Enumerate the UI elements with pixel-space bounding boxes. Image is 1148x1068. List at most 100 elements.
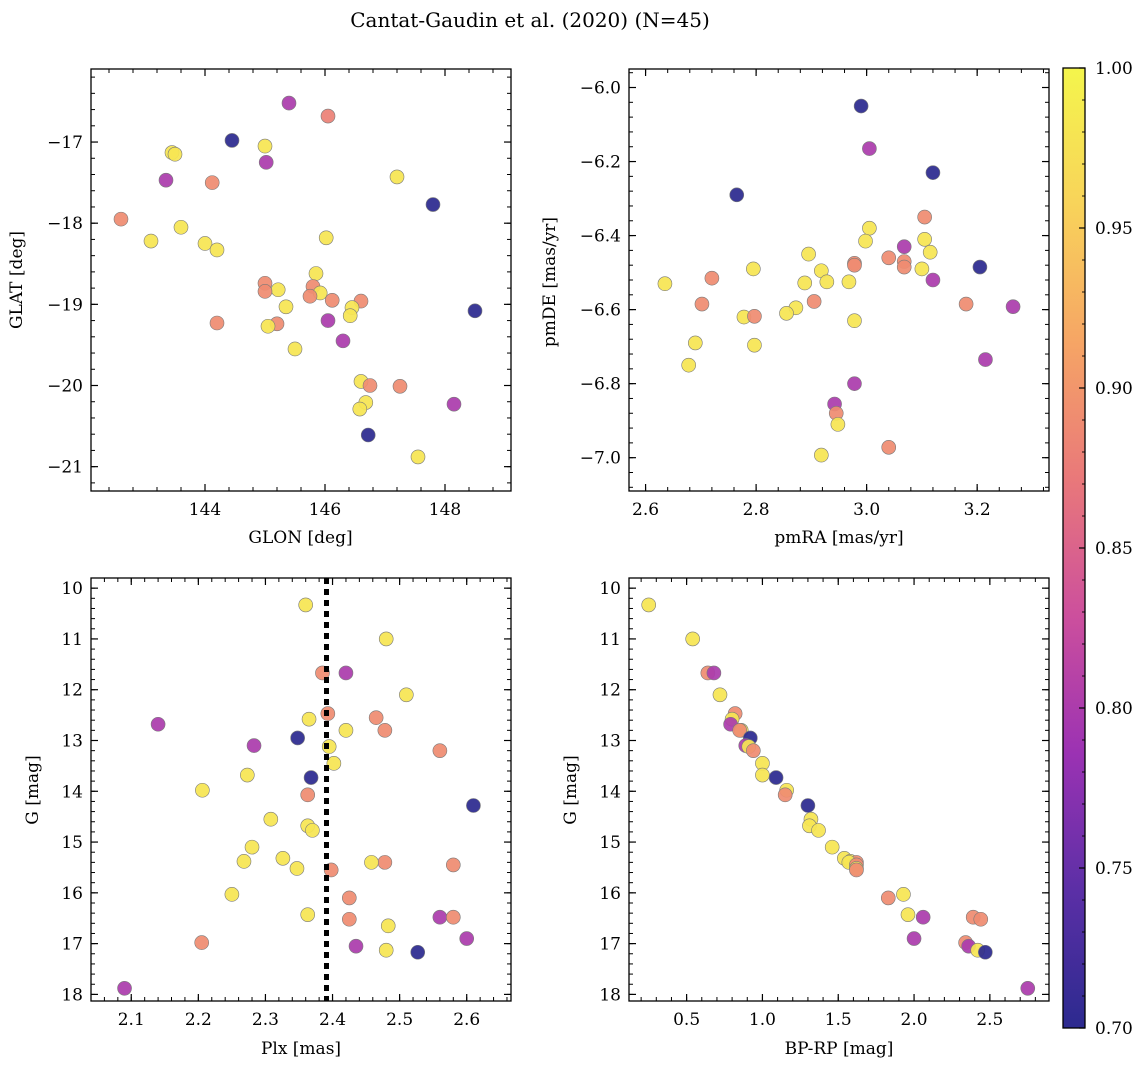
bprp-g-point bbox=[768, 770, 784, 785]
glon-glat-xtick-label: 144 bbox=[189, 500, 221, 520]
plx-g-point bbox=[368, 710, 384, 725]
pmra-pmde-point bbox=[896, 259, 912, 275]
glon-glat-point bbox=[257, 138, 273, 154]
bprp-g-point bbox=[732, 723, 747, 738]
plx-g-point bbox=[364, 855, 379, 870]
colorbar-tick-label: 0.70 bbox=[1095, 1019, 1133, 1039]
glon-glat-ytick-label: −19 bbox=[47, 295, 83, 315]
glon-glat-ytick-label: −18 bbox=[47, 214, 83, 234]
bprp-g-xtick-label: 0.5 bbox=[673, 1010, 700, 1030]
bprp-g-ytick-label: 15 bbox=[599, 833, 621, 853]
bprp-g-point bbox=[849, 862, 864, 878]
glon-glat-point bbox=[308, 266, 324, 281]
pmra-pmde-point bbox=[747, 308, 762, 324]
pmra-pmde-point bbox=[917, 209, 932, 225]
bprp-g-point bbox=[978, 944, 993, 960]
plx-g-xtick-label: 2.2 bbox=[185, 1010, 212, 1030]
glon-glat-point bbox=[392, 379, 408, 394]
plx-g-point bbox=[377, 723, 393, 738]
pmra-pmde-point bbox=[958, 296, 974, 312]
glon-glat-point bbox=[446, 396, 462, 412]
colorbar-tick-label: 0.90 bbox=[1095, 379, 1133, 399]
glon-glat-point bbox=[320, 313, 336, 328]
plx-g-point bbox=[195, 782, 210, 798]
plx-g-point bbox=[338, 665, 354, 681]
glon-glat-point bbox=[302, 288, 318, 304]
pmra-pmde-point bbox=[853, 98, 869, 114]
plx-g-point bbox=[338, 723, 354, 738]
pmra-pmde-point bbox=[896, 239, 912, 254]
plx-g-ytick-label: 12 bbox=[61, 681, 83, 701]
bprp-g-point bbox=[915, 909, 931, 925]
glon-glat-point bbox=[258, 155, 274, 170]
bprp-g-xlabel: BP-RP [mag] bbox=[785, 1039, 894, 1059]
plx-g-point bbox=[263, 811, 279, 827]
pmra-pmde-ytick-label: −6.2 bbox=[580, 153, 621, 173]
bprp-g-point bbox=[900, 907, 916, 922]
pmra-pmde-point bbox=[779, 306, 794, 321]
plx-g-point bbox=[466, 798, 481, 813]
plx-g-point bbox=[303, 770, 319, 785]
bprp-g-point bbox=[1020, 981, 1036, 996]
glon-glat-xtick-label: 148 bbox=[429, 500, 461, 520]
glon-glat-point bbox=[209, 315, 225, 331]
plx-g-point bbox=[300, 787, 316, 803]
plx-g-xtick-label: 2.4 bbox=[319, 1010, 346, 1030]
plx-g-panel: Plx [mas] G [mag] 2.1 2.2 2.3 2.4 2.5 2.6 10 11… bbox=[23, 577, 512, 1059]
colorbar: 0.70 0.75 0.80 0.85 0.90 0.95 1.00 bbox=[1062, 59, 1133, 1039]
glon-glat-point bbox=[410, 449, 426, 465]
pmra-pmde-point bbox=[694, 296, 710, 312]
plx-g-point bbox=[224, 887, 240, 902]
glon-glat-point bbox=[467, 303, 483, 319]
glon-glat-point bbox=[335, 333, 351, 349]
plx-g-xtick-label: 2.3 bbox=[252, 1010, 279, 1030]
pmra-pmde-point bbox=[657, 276, 673, 292]
pmra-pmde-xtick-label: 2.8 bbox=[743, 500, 770, 520]
plx-g-xtick-label: 2.1 bbox=[118, 1010, 145, 1030]
glon-glat-point bbox=[389, 169, 405, 185]
pmra-pmde-point bbox=[847, 313, 862, 329]
plx-g-point bbox=[342, 911, 357, 927]
pmra-pmde-point bbox=[819, 274, 835, 290]
glon-glat-point bbox=[143, 233, 159, 249]
glon-glat-ytick-label: −20 bbox=[47, 377, 83, 397]
pmra-pmde-panel: pmRA [mas/yr] pmDE [mas/yr] 2.6 2.8 3.0 3.2… bbox=[540, 68, 1050, 548]
bprp-g-point bbox=[641, 597, 657, 613]
pmra-pmde-ylabel: pmDE [mas/yr] bbox=[540, 217, 560, 347]
glon-glat-point bbox=[281, 95, 297, 111]
plx-g-ytick-label: 14 bbox=[61, 782, 83, 802]
plx-g-xtick-label: 2.6 bbox=[453, 1010, 480, 1030]
plx-g-point bbox=[410, 944, 426, 960]
glon-glat-point bbox=[342, 308, 358, 324]
bprp-g-point bbox=[880, 890, 896, 906]
plx-g-point bbox=[432, 743, 448, 758]
plx-g-point bbox=[342, 890, 357, 906]
pmra-pmde-point bbox=[688, 335, 703, 351]
plx-g-ytick-label: 18 bbox=[61, 985, 83, 1005]
colorbar-tick-label: 0.75 bbox=[1095, 859, 1133, 879]
bprp-g-point bbox=[973, 911, 989, 927]
colorbar-tick-label: 0.95 bbox=[1095, 219, 1133, 239]
plx-g-point bbox=[301, 711, 317, 727]
bprp-g-point bbox=[906, 931, 922, 946]
pmra-pmde-point bbox=[841, 274, 857, 290]
glon-glat-point bbox=[197, 236, 213, 251]
pmra-pmde-ytick-label: −7.0 bbox=[580, 449, 621, 469]
pmra-pmde-point bbox=[747, 337, 762, 353]
pmra-pmde-point bbox=[922, 244, 938, 260]
pmra-pmde-point bbox=[801, 246, 816, 262]
plx-g-point bbox=[246, 738, 262, 753]
bprp-g-plot-frame bbox=[628, 577, 1050, 1002]
glon-glat-point bbox=[318, 230, 334, 246]
plx-g-point bbox=[459, 931, 475, 946]
bprp-g-point bbox=[706, 665, 722, 681]
bprp-g-point bbox=[712, 687, 728, 703]
glon-glat-point bbox=[360, 427, 376, 443]
plx-g-point bbox=[305, 823, 320, 838]
pmra-pmde-xtick-label: 2.6 bbox=[632, 500, 659, 520]
pmra-pmde-point bbox=[729, 187, 745, 203]
plx-g-point bbox=[236, 854, 252, 869]
plx-g-ytick-label: 15 bbox=[61, 833, 83, 853]
bprp-g-xtick-label: 1.0 bbox=[749, 1010, 776, 1030]
